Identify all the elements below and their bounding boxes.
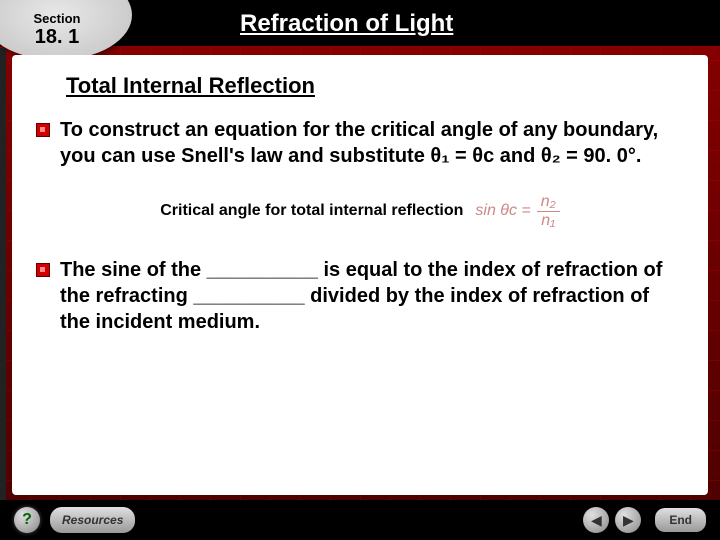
end-button[interactable]: End <box>655 508 706 532</box>
resources-button[interactable]: Resources <box>50 507 135 533</box>
prev-button[interactable]: ◀ <box>583 507 609 533</box>
bullet-icon <box>36 123 50 137</box>
equation-formula: sin θc = n₂ n₁ <box>475 193 559 229</box>
bullet-item-1: To construct an equation for the critica… <box>36 117 684 169</box>
chevron-left-icon: ◀ <box>591 512 602 529</box>
chevron-right-icon: ▶ <box>623 512 634 529</box>
section-label: Section <box>34 11 81 26</box>
section-number: 18. 1 <box>35 26 79 49</box>
content-area: Total Internal Reflection To construct a… <box>12 55 708 495</box>
bullet-text-2: The sine of the __________ is equal to t… <box>60 257 684 335</box>
section-badge: Section 18. 1 <box>0 0 132 60</box>
bullet-text-1: To construct an equation for the critica… <box>60 117 684 169</box>
equation-row: Critical angle for total internal reflec… <box>36 193 684 229</box>
equation-label: Critical angle for total internal reflec… <box>160 202 463 220</box>
help-button[interactable]: ? <box>14 507 40 533</box>
subheading: Total Internal Reflection <box>66 73 684 99</box>
equation-lhs: sin θc = <box>475 202 530 220</box>
next-button[interactable]: ▶ <box>615 507 641 533</box>
help-icon: ? <box>14 507 40 533</box>
equation-numerator: n₂ <box>537 193 560 212</box>
equation-fraction: n₂ n₁ <box>537 193 560 229</box>
equation-denominator: n₁ <box>537 212 559 230</box>
slide: Refraction of Light Section 18. 1 Total … <box>0 0 720 540</box>
bullet-item-2: The sine of the __________ is equal to t… <box>36 257 684 335</box>
page-title: Refraction of Light <box>240 10 453 38</box>
bullet-icon <box>36 263 50 277</box>
left-edge-decoration <box>0 0 6 540</box>
footer-bar: ? Resources ◀ ▶ End <box>0 500 720 540</box>
